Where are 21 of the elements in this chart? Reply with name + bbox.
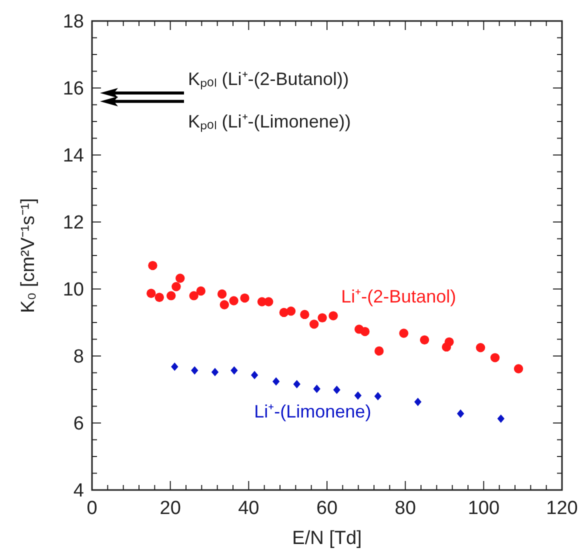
x-tick-label: 0 (86, 498, 98, 519)
x-tick-label: 20 (160, 498, 181, 519)
ref-line-label: Kₚₒₗ (Li⁺-(2-Butanol)) (188, 69, 349, 90)
y-tick-label: 4 (73, 480, 84, 502)
series-label: Li⁺-(Limonene) (254, 401, 372, 422)
x-tick-label: 60 (316, 498, 338, 519)
y-tick-label: 12 (62, 212, 84, 234)
x-tick-label: 40 (238, 498, 260, 519)
y-tick-label: 6 (73, 414, 84, 435)
y-tick-label: 10 (62, 280, 84, 301)
y-tick-label: 8 (73, 346, 84, 368)
y-tick-label: 14 (62, 146, 84, 167)
series-label: Li⁺-(2-Butanol) (341, 286, 456, 306)
x-tick-label: 100 (468, 498, 500, 519)
y-tick-label: 18 (62, 12, 84, 33)
x-tick-label: 80 (394, 498, 416, 519)
y-tick-label: 16 (62, 78, 84, 100)
x-tick-label: 120 (546, 498, 578, 519)
x-axis-title: E/N [Td] (292, 528, 362, 549)
y-axis-title: K₀ [cm²V⁻¹s⁻¹] (18, 198, 39, 313)
ref-line-label: Kₚₒₗ (Li⁺-(Limonene)) (188, 111, 351, 132)
